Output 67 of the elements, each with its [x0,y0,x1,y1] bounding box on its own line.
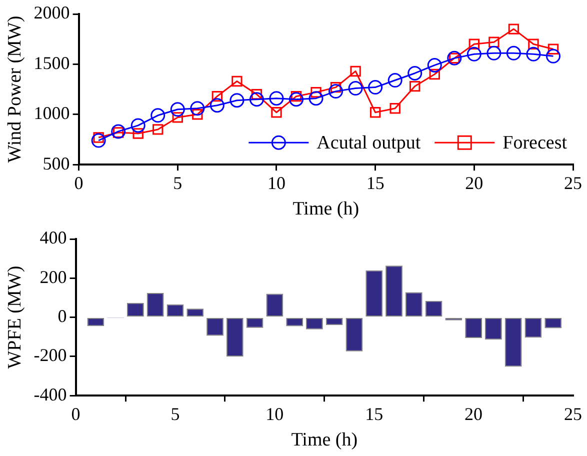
point [370,107,381,118]
point [328,84,344,99]
y-tick-label: 400 [40,228,67,248]
y-axis-title: Wind Power (MW) [4,16,26,163]
point [546,48,560,64]
point [212,90,223,102]
point [190,101,205,116]
x-tick-label: 15 [366,173,384,194]
point [526,46,541,62]
y-tick-label: 2000 [34,2,70,23]
point [486,46,502,60]
point [132,128,144,139]
point [111,124,126,139]
y-tick-label: -200 [34,345,67,366]
y-tick-label: 500 [42,153,70,174]
point [528,38,539,50]
point [249,92,264,107]
point [150,108,166,123]
point [388,73,402,88]
point [410,80,420,92]
x-tick-label: 25 [564,404,582,424]
point [429,68,440,80]
y-tick-label: 0 [58,306,67,326]
point [348,81,363,96]
x-tick-label: 15 [365,404,384,424]
x-tick-label: 5 [170,404,180,424]
point [192,109,203,120]
point [152,124,164,135]
point [508,24,520,34]
x-tick-label: 25 [564,173,582,194]
point [269,91,284,106]
y-tick-label: 1000 [34,103,70,124]
legend-label: Acutal output [316,132,422,154]
point [506,46,521,60]
point [350,66,361,77]
legend-label: Forecest [502,132,568,154]
y-axis-title: WPFE (MW) [4,266,26,369]
x-axis-title: Time (h) [292,198,360,220]
point [172,112,183,123]
x-tick-label: 10 [267,173,286,194]
point [271,107,282,118]
x-tick-label: 20 [465,173,484,194]
x-axis-title: Time (h) [291,430,358,451]
x-tick-label: 0 [74,173,84,194]
y-tick-label: 1500 [34,52,70,73]
point [91,133,106,148]
point [310,86,322,98]
point [427,58,442,72]
point [408,66,422,80]
y-tick-label: -400 [34,384,67,404]
x-tick-label: 10 [266,404,284,424]
point [170,102,185,117]
point [488,36,500,48]
point [130,118,146,133]
point [468,38,480,50]
point [308,91,324,106]
point [289,92,304,107]
point [390,103,400,114]
x-tick-label: 20 [464,404,483,424]
point [368,80,383,95]
point [210,98,224,113]
point [548,44,559,54]
point [230,93,244,108]
point [466,46,482,62]
y-tick-label: 200 [40,266,67,287]
point [232,76,242,87]
x-tick-label: 5 [173,173,182,194]
